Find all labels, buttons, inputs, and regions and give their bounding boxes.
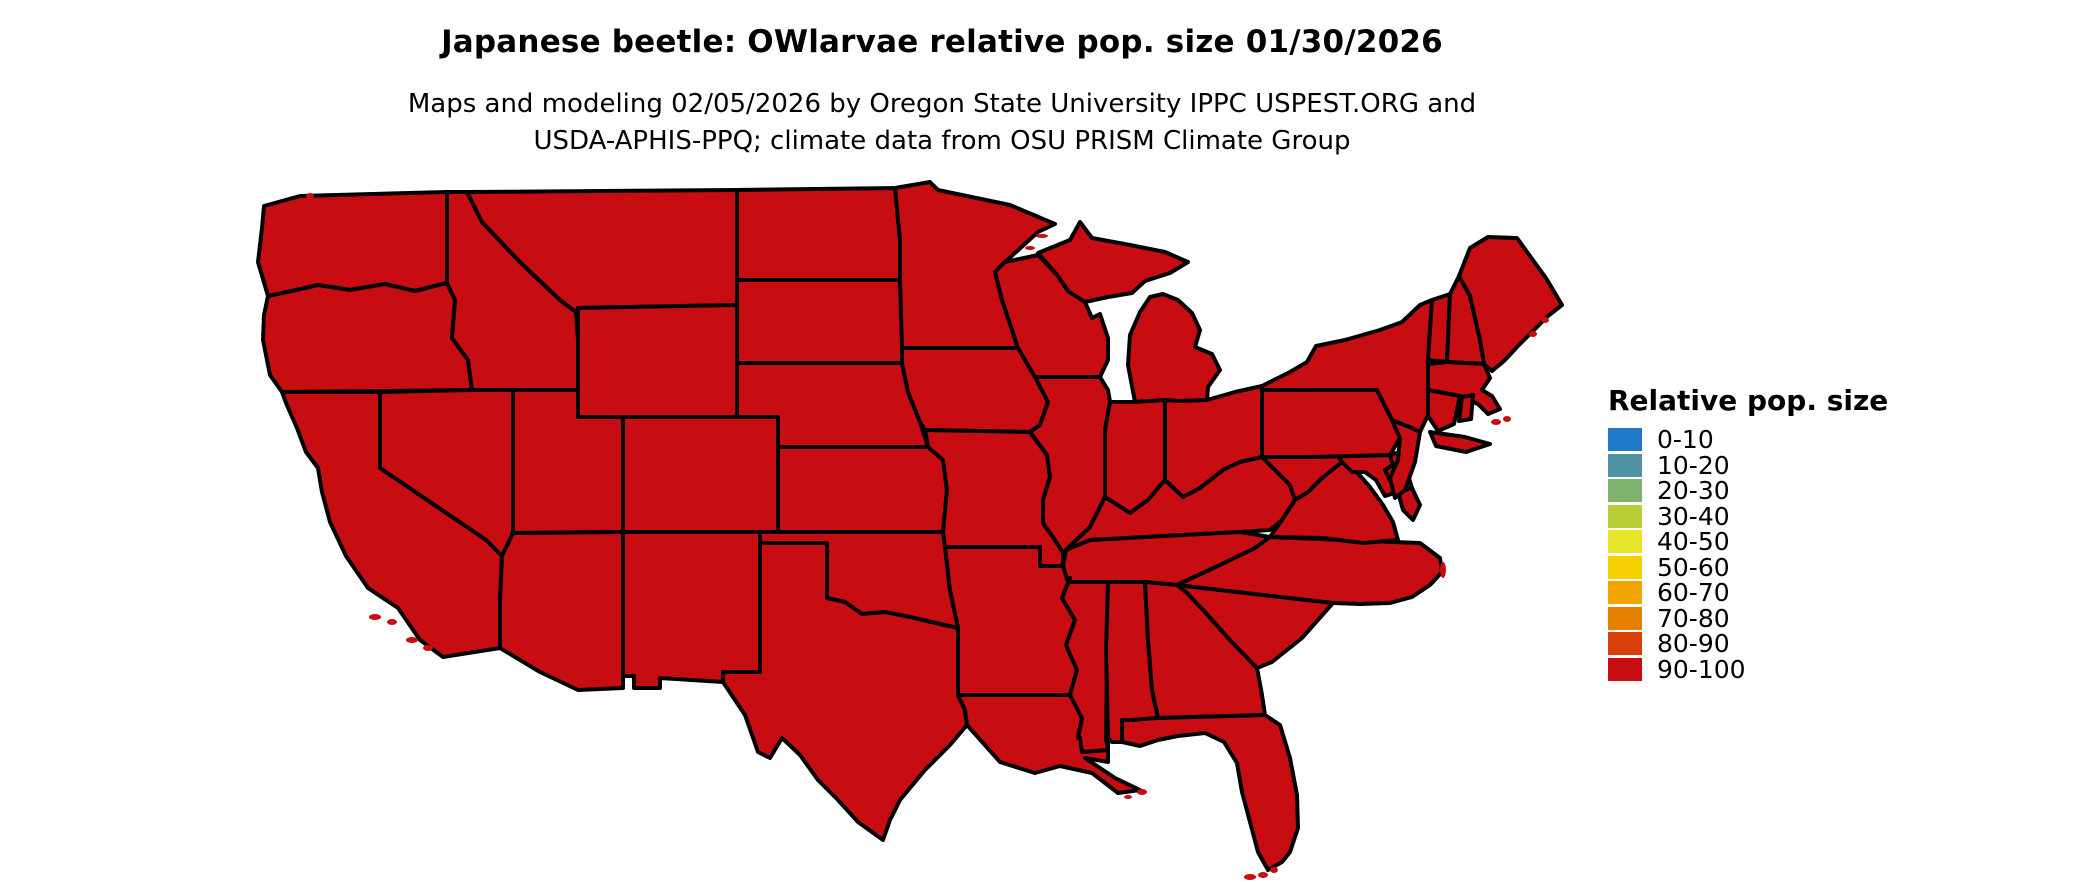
legend-item: 0-10	[1608, 425, 1888, 455]
state-shape-north-carolina	[1175, 535, 1444, 606]
legend-item: 80-90	[1608, 629, 1888, 659]
state-shape-florida	[1120, 713, 1300, 872]
coastal-island-speck	[1541, 317, 1549, 323]
state-shape-illinois	[1028, 375, 1112, 555]
state-shape-washington	[256, 190, 449, 298]
coastal-island-speck	[1137, 789, 1147, 795]
state-shape-connecticut	[1426, 388, 1462, 433]
legend-swatch	[1608, 453, 1642, 477]
state-shape-south-dakota	[735, 278, 904, 365]
coastal-island-speck	[423, 645, 433, 651]
legend-label: 10-20	[1657, 450, 1730, 480]
state-shape-rhode-island	[1457, 393, 1475, 423]
coastal-island-speck	[306, 193, 314, 199]
legend-label: 50-60	[1657, 552, 1730, 582]
legend-label: 0-10	[1657, 425, 1714, 455]
legend-title: Relative pop. size	[1608, 384, 1889, 417]
state-shape-long-island	[1428, 430, 1492, 454]
legend-label: 90-100	[1657, 654, 1746, 684]
legend-swatch	[1608, 530, 1642, 554]
coastal-island-speck	[369, 614, 381, 620]
coastal-island-speck	[1258, 872, 1268, 878]
state-shape-michigan-lower	[1126, 292, 1222, 404]
legend-swatch	[1608, 479, 1642, 503]
legend-item: 30-40	[1608, 501, 1888, 531]
state-shape-kansas	[776, 445, 949, 534]
legend-swatch	[1608, 632, 1642, 656]
legend-label: 30-40	[1657, 501, 1730, 531]
map-subtitle: Maps and modeling 02/05/2026 by Oregon S…	[0, 86, 1884, 160]
legend-label: 60-70	[1657, 578, 1730, 608]
legend-item: 40-50	[1608, 527, 1888, 557]
figure-header: Japanese beetle: OWlarvae relative pop. …	[0, 24, 1884, 160]
coastal-island-speck	[1529, 331, 1537, 337]
coastal-island-speck	[1025, 246, 1035, 250]
state-shape-maine	[1457, 235, 1564, 373]
legend-swatch	[1608, 555, 1642, 579]
state-shape-arizona	[498, 530, 625, 692]
coastal-island-speck	[1124, 795, 1132, 799]
state-shape-delmarva-eastern-shore	[1396, 486, 1422, 522]
coastal-island-speck	[1503, 416, 1511, 422]
legend-swatch	[1608, 428, 1642, 452]
legend-item: 70-80	[1608, 603, 1888, 633]
state-shape-texas	[721, 541, 969, 842]
state-shape-wyoming	[576, 303, 739, 419]
legend-item: 10-20	[1608, 450, 1888, 480]
legend-item: 20-30	[1608, 476, 1888, 506]
state-shape-south-carolina	[1175, 583, 1335, 670]
coastal-island-speck	[1036, 234, 1048, 238]
map-subtitle-line1: Maps and modeling 02/05/2026 by Oregon S…	[407, 89, 1477, 119]
legend-swatch	[1608, 504, 1642, 528]
state-shape-california	[280, 390, 504, 659]
state-shape-colorado	[621, 415, 780, 534]
state-shape-north-dakota	[735, 186, 902, 282]
coastal-island-speck	[1244, 874, 1256, 880]
state-shape-arkansas	[943, 545, 1079, 697]
state-shape-mississippi	[1060, 576, 1110, 754]
state-shape-new-mexico	[621, 530, 762, 690]
legend-label: 70-80	[1657, 603, 1730, 633]
map-title: Japanese beetle: OWlarvae relative pop. …	[441, 24, 1443, 60]
coastal-island-speck	[1491, 419, 1501, 425]
legend-rows: 0-10 10-20 20-30 30-40 40-50 50-60 60-70 70-80 8…	[1608, 425, 1888, 684]
legend-item: 60-70	[1608, 578, 1888, 608]
coastal-island-speck	[1270, 867, 1278, 873]
legend-label: 20-30	[1657, 476, 1730, 506]
legend-swatch	[1608, 606, 1642, 630]
coastal-island-speck	[387, 619, 397, 625]
legend-swatch	[1608, 581, 1642, 605]
legend-item: 90-100	[1608, 654, 1888, 684]
legend-label: 40-50	[1657, 527, 1730, 557]
state-shape-oregon	[261, 281, 474, 394]
legend-swatch	[1608, 657, 1642, 681]
legend-item: 50-60	[1608, 552, 1888, 582]
legend: Relative pop. size 0-10 10-20 20-30 30-40 40…	[1608, 384, 1889, 684]
legend-label: 80-90	[1657, 629, 1730, 659]
map-subtitle-line2: USDA-APHIS-PPQ; climate data from OSU PR…	[533, 126, 1351, 156]
coastal-island-speck	[1440, 562, 1446, 578]
coastal-island-speck	[406, 637, 418, 643]
state-shape-michigan-upper	[1036, 220, 1190, 304]
